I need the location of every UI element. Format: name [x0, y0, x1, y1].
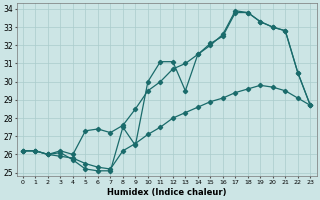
X-axis label: Humidex (Indice chaleur): Humidex (Indice chaleur) [107, 188, 226, 197]
